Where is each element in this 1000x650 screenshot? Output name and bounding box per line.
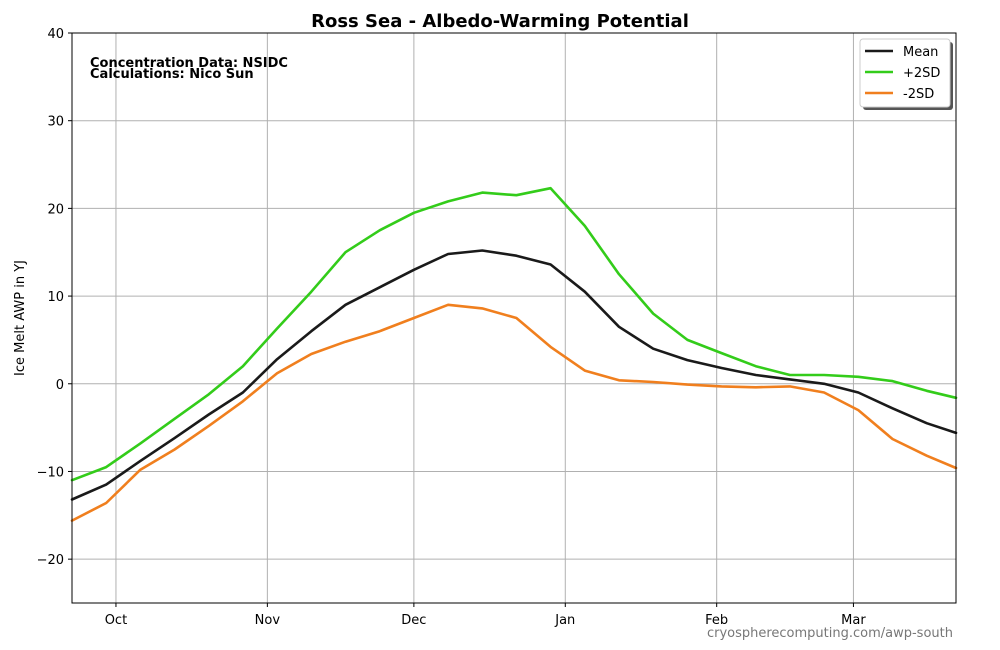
x-tick-label: Dec <box>401 613 426 628</box>
y-tick-label: 10 <box>47 290 64 305</box>
y-tick-label: 40 <box>47 27 64 42</box>
legend-label: -2SD <box>903 87 934 102</box>
chart-title: Ross Sea - Albedo-Warming Potential <box>311 11 689 32</box>
annotation-calculations: Calculations: Nico Sun <box>90 67 254 82</box>
y-axis: −20 −10 0 10 20 30 40 <box>37 27 72 568</box>
x-tick-label: Jan <box>554 613 575 628</box>
series-lines <box>70 186 958 522</box>
x-tick-label: Nov <box>255 613 281 628</box>
series-line-mean <box>70 249 958 501</box>
y-tick-label: 20 <box>47 202 64 217</box>
grid <box>72 32 956 603</box>
legend-label: +2SD <box>903 66 940 81</box>
x-tick-label: Oct <box>105 613 127 628</box>
legend-box <box>859 38 951 108</box>
y-tick-label: 30 <box>47 115 64 130</box>
series-line-2sd <box>70 303 958 522</box>
x-tick-label: Feb <box>705 613 728 628</box>
x-axis: Oct Nov Dec Jan Feb Mar <box>105 603 866 628</box>
footer-credit: cryospherecomputing.com/awp-south <box>707 626 953 641</box>
y-tick-label: 0 <box>56 378 64 393</box>
plot-frame <box>71 32 957 604</box>
legend: Mean +2SD -2SD <box>859 38 953 110</box>
legend-label: Mean <box>903 45 938 60</box>
series-line-2sd <box>70 186 958 482</box>
annotation-concentration: Concentration Data: NSIDC <box>90 56 288 71</box>
y-axis-label: Ice Melt AWP in YJ <box>13 260 28 376</box>
y-tick-label: −10 <box>37 465 64 480</box>
y-tick-label: −20 <box>37 553 64 568</box>
x-tick-label: Mar <box>841 613 866 628</box>
